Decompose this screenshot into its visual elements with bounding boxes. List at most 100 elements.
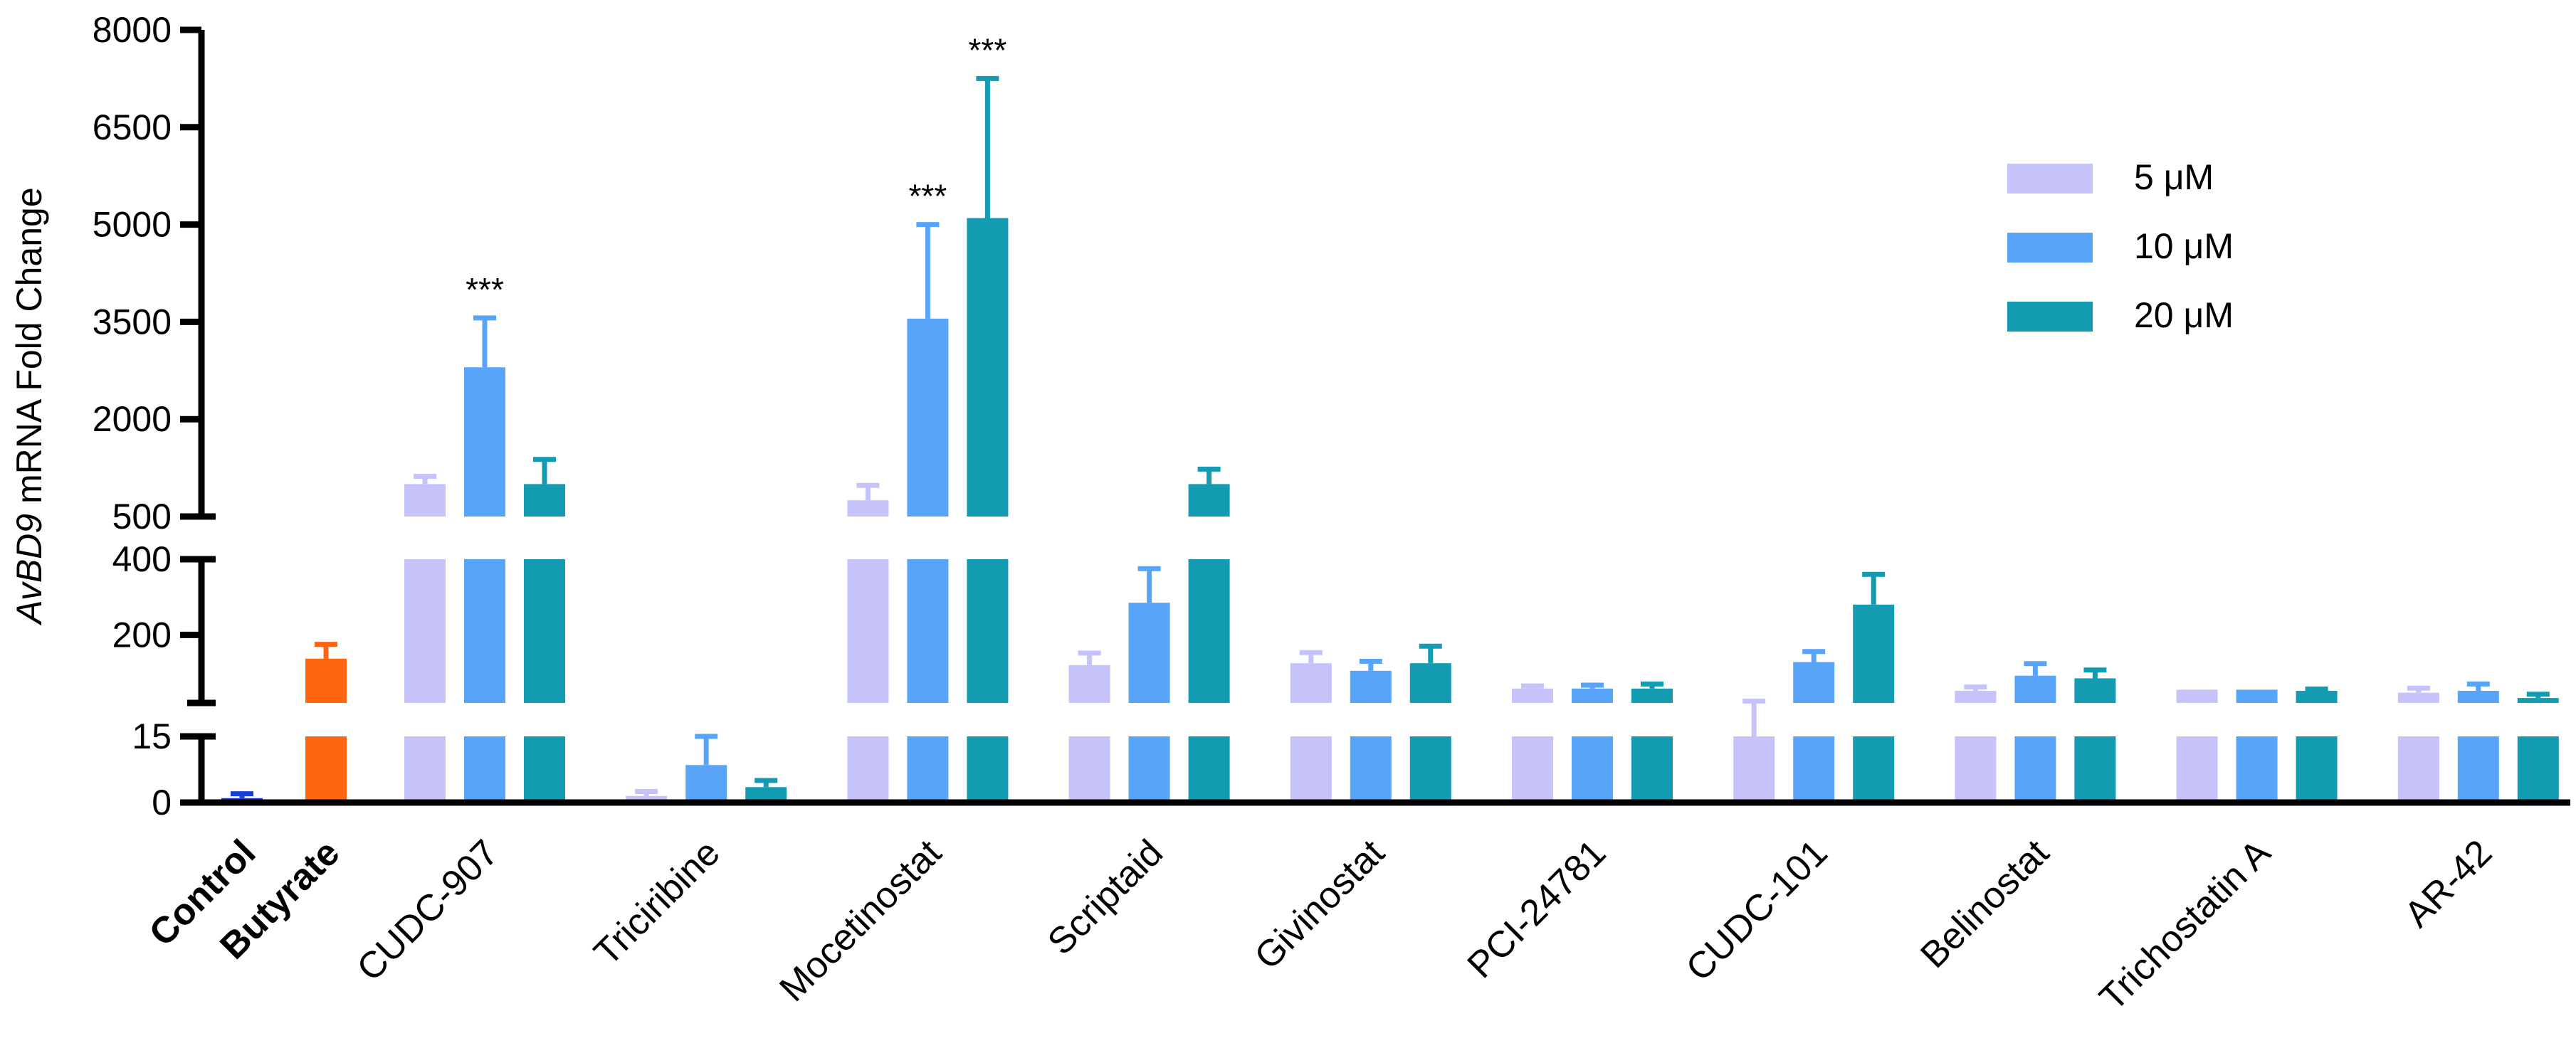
bar-givinostat-10-m-seg-0: [1350, 736, 1392, 803]
x-tick-label-pci-24781: PCI-24781: [1460, 832, 1614, 986]
bar-cudc-907-20-m-seg-2: [524, 484, 565, 517]
bar-cudc-907-5-m-seg-1: [404, 559, 446, 703]
bar-triciribine-20-m: [745, 787, 787, 803]
bar-cudc-101-20-m-seg-0: [1853, 736, 1895, 803]
bar-cudc-907-10-m-seg-2: [464, 367, 505, 517]
bar-cudc-907-5-m-seg-0: [404, 736, 446, 803]
x-tick-label-scriptaid: Scriptaid: [1040, 832, 1171, 963]
significance-label: ***: [466, 271, 504, 308]
legend-swatch-5-m: [2007, 164, 2093, 194]
significance-label: ***: [909, 178, 947, 215]
legend-label-20-m: 20 μM: [2134, 295, 2234, 335]
bar-pci-24781-5-m-seg-1: [1512, 688, 1553, 703]
y-tick-label: 6500: [93, 107, 172, 147]
x-tick-label-trichostatin-a: Trichostatin A: [2092, 832, 2279, 1019]
bar-ar-42-10-m-seg-0: [2457, 736, 2499, 803]
bar-pci-24781-10-m-seg-0: [1572, 736, 1613, 803]
bar-pci-24781-20-m-seg-0: [1631, 736, 1673, 803]
bars-layer: [221, 218, 2559, 803]
bar-givinostat-5-m-seg-0: [1290, 736, 1332, 803]
x-tick-label-triciribine: Triciribine: [587, 832, 728, 973]
y-axis-title-text: mRNA Fold Change: [9, 187, 49, 514]
y-tick-label: 500: [112, 497, 172, 536]
bar-cudc-101-10-m-seg-0: [1793, 736, 1835, 803]
bar-trichostatin-a-10-m-seg-0: [2236, 736, 2278, 803]
bar-mocetinostat-20-m-seg-1: [967, 559, 1009, 703]
y-tick-label: 8000: [93, 10, 172, 50]
bar-mocetinostat-5-m-seg-2: [847, 500, 889, 517]
bar-mocetinostat-20-m-seg-2: [967, 218, 1009, 517]
bar-pci-24781-20-m-seg-1: [1631, 688, 1673, 703]
significance-label: ***: [969, 31, 1007, 68]
legend-swatch-20-m: [2007, 302, 2093, 332]
legend-swatch-10-m: [2007, 233, 2093, 263]
legend: 5 μM 10 μM 20 μM: [2007, 157, 2234, 335]
bar-belinostat-20-m-seg-1: [2074, 678, 2116, 703]
bar-trichostatin-a-20-m-seg-1: [2296, 690, 2338, 703]
bar-scriptaid-5-m-seg-0: [1068, 736, 1110, 803]
bar-mocetinostat-20-m-seg-0: [967, 736, 1009, 803]
bar-cudc-907-20-m-seg-0: [524, 736, 565, 803]
bar-trichostatin-a-5-m-seg-0: [2176, 736, 2218, 803]
bar-scriptaid-10-m-seg-0: [1128, 736, 1170, 803]
x-tick-label-givinostat: Givinostat: [1247, 832, 1393, 978]
bar-givinostat-10-m-seg-1: [1350, 670, 1392, 703]
bar-ar-42-5-m-seg-1: [2397, 692, 2439, 703]
y-tick-label: 2000: [93, 399, 172, 439]
legend-label-5-m: 5 μM: [2134, 157, 2214, 197]
bar-triciribine-10-m: [685, 765, 727, 803]
bar-butyrate-seg-0: [305, 736, 347, 803]
bar-scriptaid-20-m-seg-1: [1188, 559, 1230, 703]
bar-belinostat-5-m-seg-1: [1955, 690, 1997, 703]
bar-belinostat-20-m-seg-0: [2074, 736, 2116, 803]
y-tick-label: 5000: [93, 205, 172, 245]
bar-pci-24781-10-m-seg-1: [1572, 688, 1613, 703]
bar-triciribine-5-m: [626, 795, 668, 803]
bar-butyrate-seg-1: [305, 658, 347, 703]
x-tick-label-mocetinostat: Mocetinostat: [772, 832, 950, 1010]
bar-belinostat-5-m-seg-0: [1955, 736, 1997, 803]
x-tick-label-belinostat: Belinostat: [1913, 832, 2057, 976]
bar-mocetinostat-10-m-seg-2: [907, 318, 949, 517]
bar-cudc-907-20-m-seg-1: [524, 559, 565, 703]
bar-givinostat-5-m-seg-1: [1290, 663, 1332, 703]
bar-trichostatin-a-10-m-seg-1: [2236, 689, 2278, 703]
bar-cudc-907-10-m-seg-1: [464, 559, 505, 703]
y-tick-label: 3500: [93, 302, 172, 342]
x-tick-label-ar-42: AR-42: [2397, 832, 2500, 935]
bar-trichostatin-a-5-m-seg-1: [2176, 689, 2218, 703]
bar-mocetinostat-5-m-seg-0: [847, 736, 889, 803]
x-tick-label-cudc-907: CUDC-907: [349, 832, 507, 989]
bar-ar-42-20-m-seg-0: [2517, 736, 2559, 803]
bar-scriptaid-5-m-seg-1: [1068, 665, 1110, 703]
bar-cudc-907-5-m-seg-2: [404, 484, 446, 517]
y-axis: [180, 26, 216, 806]
bar-givinostat-20-m-seg-1: [1409, 663, 1451, 703]
bar-givinostat-20-m-seg-0: [1409, 736, 1451, 803]
bar-mocetinostat-10-m-seg-1: [907, 559, 949, 703]
y-tick-label: 200: [112, 615, 172, 655]
bar-scriptaid-20-m-seg-0: [1188, 736, 1230, 803]
legend-label-10-m: 10 μM: [2134, 226, 2234, 266]
bar-ar-42-20-m-seg-1: [2517, 698, 2559, 703]
y-tick-label: 400: [112, 539, 172, 579]
x-tick-label-cudc-101: CUDC-101: [1678, 832, 1836, 989]
bar-cudc-101-10-m-seg-1: [1793, 662, 1835, 703]
bar-trichostatin-a-20-m-seg-0: [2296, 736, 2338, 803]
bar-scriptaid-20-m-seg-2: [1188, 484, 1230, 517]
bar-pci-24781-5-m-seg-0: [1512, 736, 1553, 803]
bar-ar-42-10-m-seg-1: [2457, 690, 2499, 703]
y-tick-label: 15: [132, 716, 172, 756]
significance-labels: *** *** ***: [466, 31, 1006, 308]
bar-scriptaid-10-m-seg-1: [1128, 603, 1170, 703]
y-axis-title: AvBD9 mRNA Fold Change: [9, 187, 49, 625]
bar-mocetinostat-5-m-seg-1: [847, 559, 889, 703]
error-bars-layer: [231, 75, 2550, 798]
bar-cudc-101-5-m: [1733, 736, 1775, 803]
bar-ar-42-5-m-seg-0: [2397, 736, 2439, 803]
bar-belinostat-10-m-seg-0: [2014, 736, 2056, 803]
y-tick-label: 0: [152, 783, 172, 822]
bar-cudc-907-10-m-seg-0: [464, 736, 505, 803]
